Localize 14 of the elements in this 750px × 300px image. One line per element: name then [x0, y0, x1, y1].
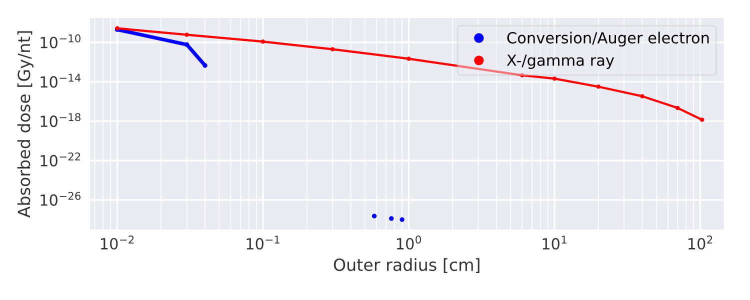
y-tick-label: 10$^{−10}$	[40, 34, 80, 48]
x-tick-label: 10$^{1}$	[542, 236, 566, 250]
x-tick-label: 10$^{2}$	[688, 236, 712, 250]
y-tick-label: 10$^{−22}$	[40, 152, 80, 166]
legend-label: X-/gamma ray	[506, 54, 614, 69]
y-tick-label: 10$^{−14}$	[40, 74, 81, 88]
x-tick-label: 10$^{−1}$	[246, 236, 280, 250]
x-axis-title: Outer radius [cm]	[334, 258, 480, 274]
y-tick-label: 10$^{−18}$	[40, 113, 80, 128]
x-tick-label: 10$^{−2}$	[100, 236, 134, 250]
x-tick-label: 10$^{0}$	[396, 236, 421, 250]
y-tick-label: 10$^{−26}$	[40, 192, 81, 206]
y-axis-title: Absorbed dose [Gy/nt]	[17, 31, 34, 218]
legend-label: Conversion/Auger electron	[507, 32, 709, 47]
